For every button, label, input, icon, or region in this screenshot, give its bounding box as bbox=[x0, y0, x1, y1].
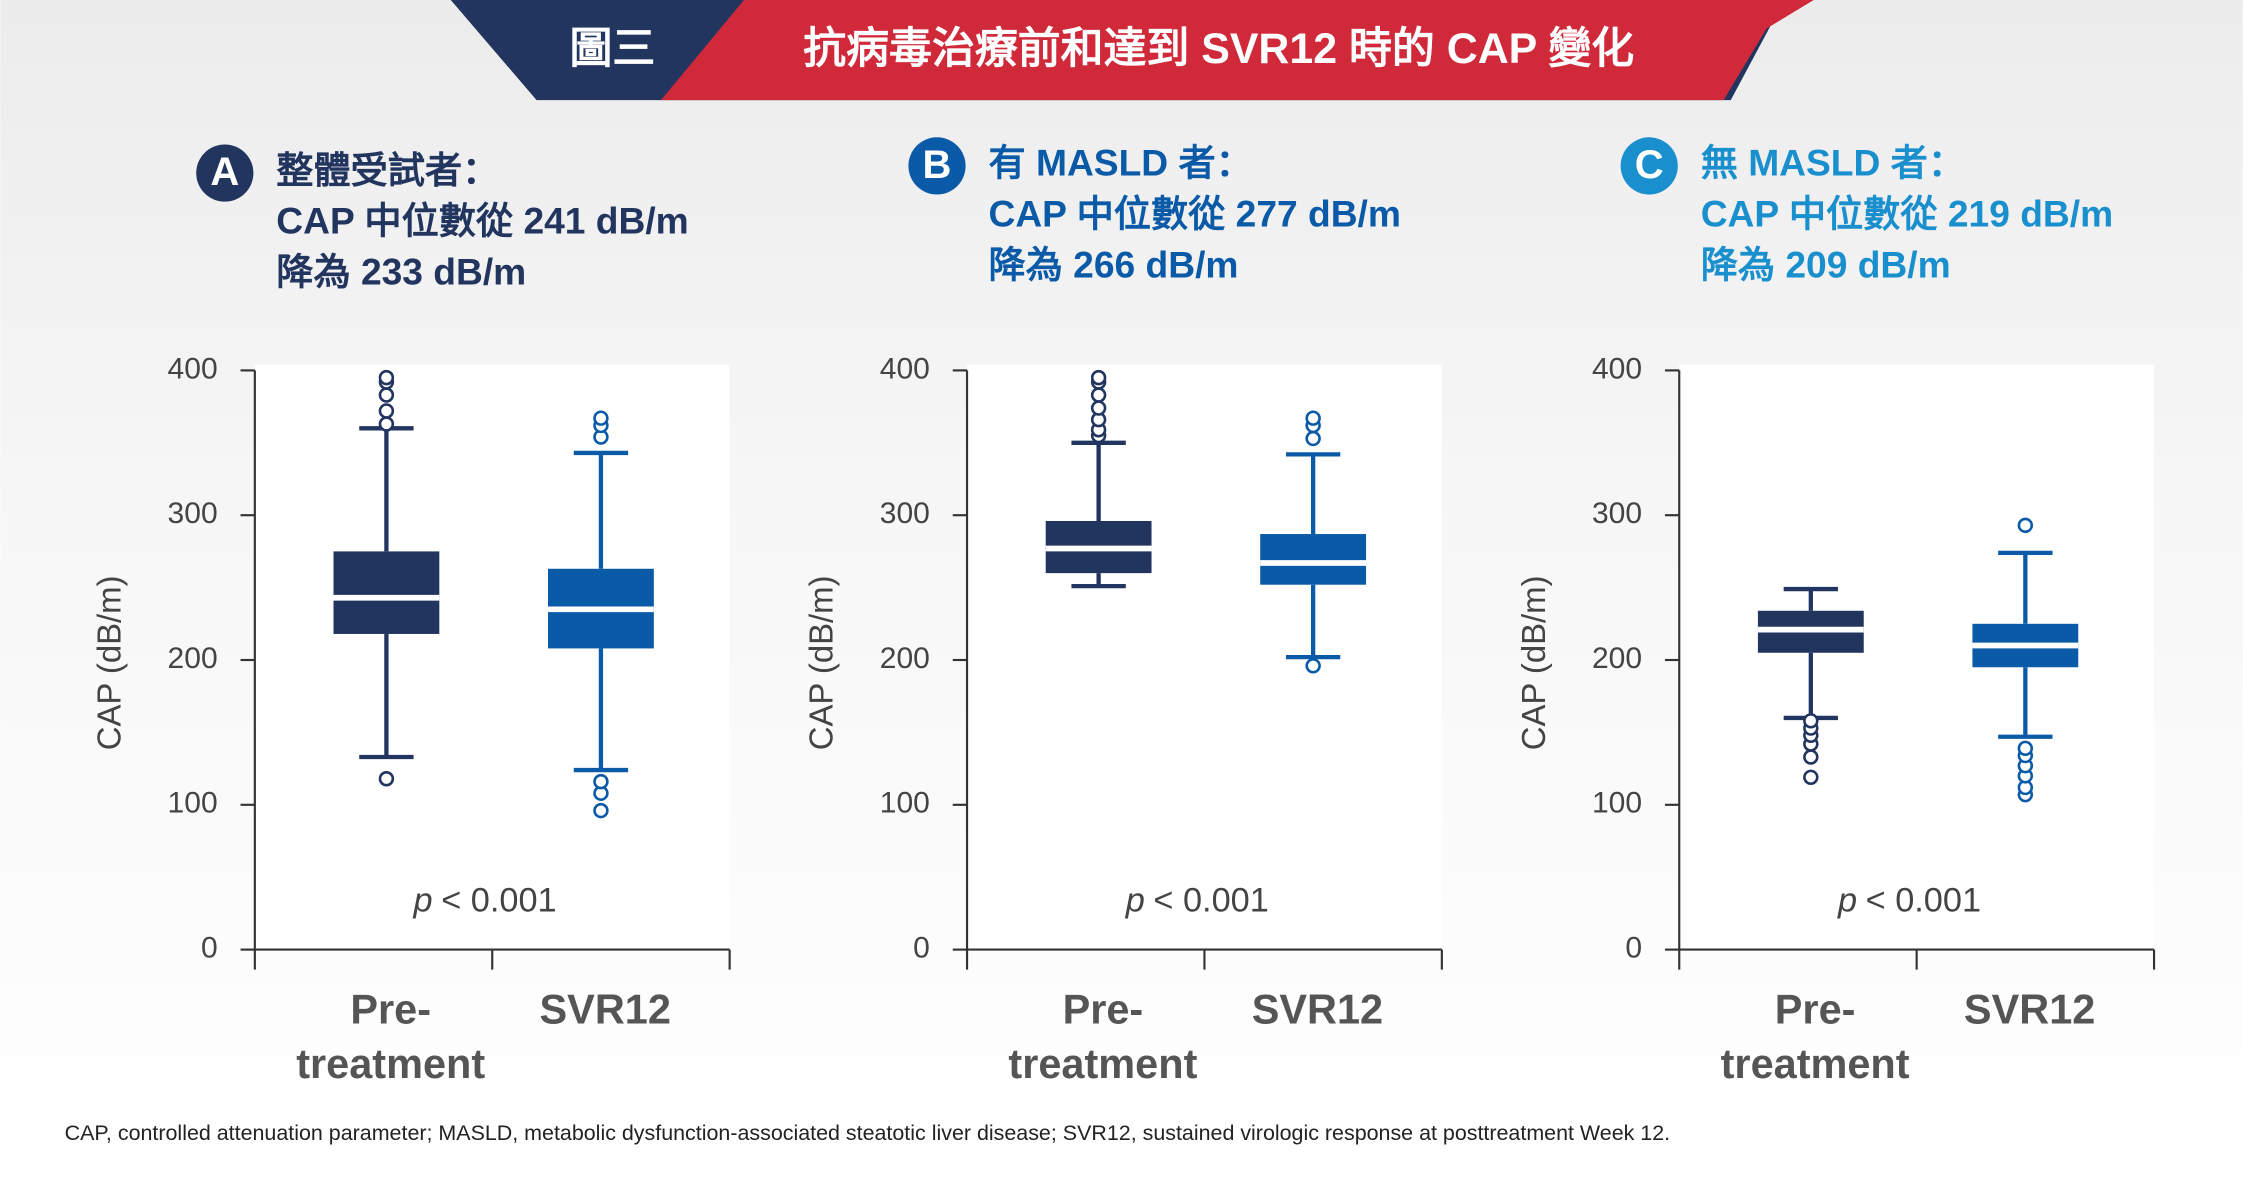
y-tick-label: 400 bbox=[168, 352, 218, 385]
outlier bbox=[378, 387, 395, 403]
outlier bbox=[1090, 369, 1107, 386]
p-symbol: p bbox=[1125, 881, 1145, 919]
footnote: CAP, controlled attenuation parameter; M… bbox=[65, 1121, 1670, 1145]
y-axis-label: CAP (dB/m) bbox=[91, 575, 128, 750]
x-tick-label: SVR12 bbox=[540, 985, 671, 1032]
y-tick-label: 0 bbox=[1625, 932, 1642, 965]
box bbox=[333, 551, 440, 634]
x-tick-label: Pre- bbox=[350, 985, 431, 1032]
outlier bbox=[1305, 658, 1321, 674]
y-axis-label: CAP (dB/m) bbox=[1515, 575, 1552, 750]
x-tick-label: treatment bbox=[1721, 1040, 1910, 1087]
y-tick-label: 0 bbox=[201, 932, 218, 965]
y-tick-label: 300 bbox=[1592, 497, 1642, 530]
outlier bbox=[593, 773, 609, 790]
y-tick-label: 100 bbox=[880, 787, 930, 820]
outlier bbox=[378, 369, 395, 386]
y-tick-label: 200 bbox=[1592, 642, 1642, 675]
x-tick-label: SVR12 bbox=[1252, 985, 1383, 1032]
outlier bbox=[1090, 400, 1107, 416]
y-axis-label: CAP (dB/m) bbox=[803, 575, 840, 750]
p-value: p < 0.001 bbox=[413, 881, 557, 919]
outlier bbox=[593, 410, 609, 426]
outlier bbox=[378, 771, 395, 787]
panel-heading: 降為 233 dB/m bbox=[276, 250, 526, 292]
outlier bbox=[2017, 517, 2034, 534]
y-tick-label: 300 bbox=[168, 497, 218, 530]
p-text: < 0.001 bbox=[1866, 881, 1981, 919]
outlier bbox=[2017, 740, 2034, 757]
outlier bbox=[593, 802, 609, 819]
panel-heading: CAP 中位數從 277 dB/m bbox=[988, 192, 1400, 234]
x-tick-label: Pre- bbox=[1063, 985, 1144, 1032]
p-symbol: p bbox=[413, 881, 433, 919]
banner-right bbox=[660, 0, 1814, 101]
outlier bbox=[1803, 749, 1819, 765]
y-tick-label: 200 bbox=[880, 642, 930, 675]
panel-heading: 降為 266 dB/m bbox=[988, 243, 1238, 285]
x-tick-label: Pre- bbox=[1775, 985, 1856, 1032]
outlier bbox=[378, 403, 395, 419]
panel-heading: CAP 中位數從 219 dB/m bbox=[1701, 192, 2113, 234]
banner-label: 圖三 bbox=[569, 25, 655, 73]
outlier bbox=[1090, 387, 1107, 403]
plot-area bbox=[254, 364, 730, 950]
panel-heading: 整體受試者： bbox=[276, 149, 499, 191]
y-tick-label: 100 bbox=[1592, 787, 1642, 820]
panel-badge bbox=[1620, 137, 1678, 195]
x-tick-label: treatment bbox=[296, 1040, 485, 1087]
box bbox=[1260, 534, 1367, 585]
panel-letter: A bbox=[210, 150, 239, 194]
p-value: p < 0.001 bbox=[1837, 881, 1981, 919]
panel-badge bbox=[196, 144, 254, 202]
y-tick-label: 400 bbox=[1592, 352, 1642, 385]
y-tick-label: 200 bbox=[168, 642, 218, 675]
panel-badge bbox=[908, 137, 966, 195]
p-value: p < 0.001 bbox=[1125, 881, 1269, 919]
outlier bbox=[1305, 410, 1321, 426]
panel-heading: CAP 中位數從 241 dB/m bbox=[276, 200, 688, 242]
x-tick-label: SVR12 bbox=[1964, 985, 2095, 1032]
plot-area bbox=[1679, 364, 2155, 950]
panel-letter: C bbox=[1635, 143, 1664, 187]
outlier bbox=[1803, 713, 1819, 729]
y-tick-label: 300 bbox=[880, 497, 930, 530]
banner-title: 抗病毒治療前和達到 SVR12 時的 CAP 變化 bbox=[803, 25, 1634, 73]
outlier bbox=[1305, 430, 1321, 447]
panel-heading: 無 MASLD 者： bbox=[1701, 142, 1965, 184]
p-text: < 0.001 bbox=[441, 881, 556, 919]
panel-heading: 有 MASLD 者： bbox=[988, 142, 1252, 184]
x-tick-label: treatment bbox=[1008, 1040, 1197, 1087]
outlier bbox=[378, 416, 395, 432]
panel-heading: 降為 209 dB/m bbox=[1701, 243, 1951, 285]
outlier bbox=[1803, 769, 1819, 786]
plot-area bbox=[967, 364, 1442, 950]
panel-letter: B bbox=[923, 143, 952, 187]
y-tick-label: 100 bbox=[168, 787, 218, 820]
y-tick-label: 0 bbox=[913, 932, 930, 965]
p-symbol: p bbox=[1837, 881, 1857, 919]
p-text: < 0.001 bbox=[1153, 881, 1268, 919]
y-tick-label: 400 bbox=[880, 352, 930, 385]
